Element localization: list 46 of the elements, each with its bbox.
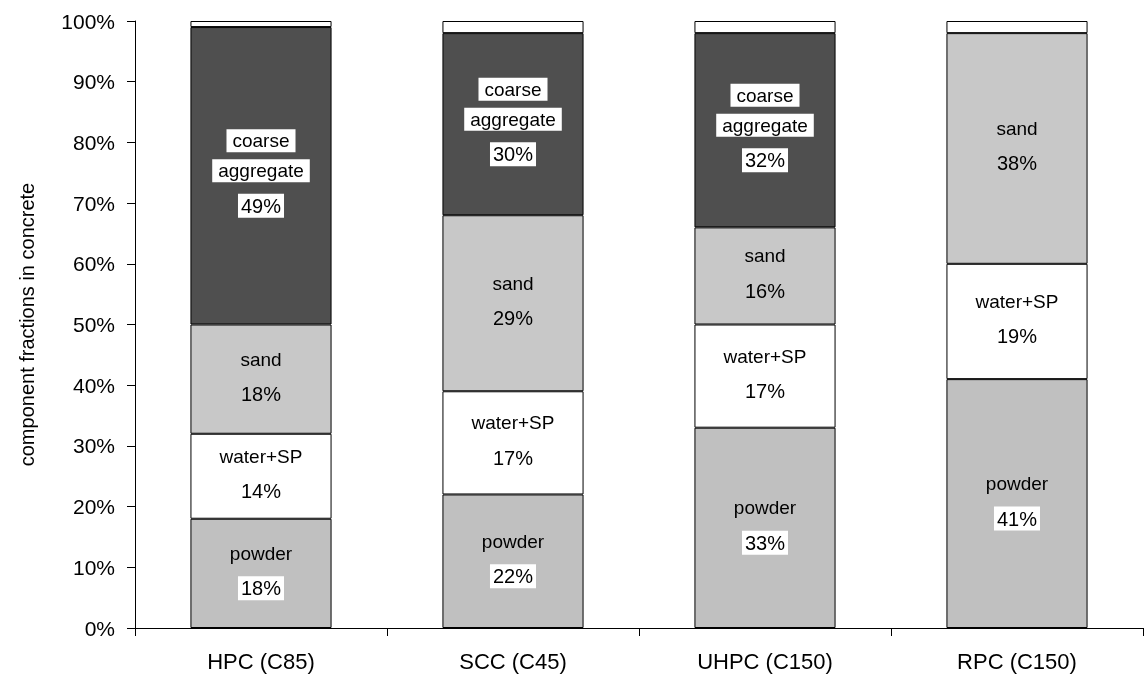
y-tick-label: 70% — [72, 191, 115, 215]
data-label: 19% — [996, 325, 1038, 348]
y-tick-label: 90% — [72, 70, 115, 94]
data-label: 17% — [492, 446, 534, 469]
data-label: 38% — [996, 152, 1038, 175]
data-label: 49% — [240, 194, 282, 217]
x-tick-label: UHPC (C150) — [697, 648, 833, 674]
text: powder — [985, 473, 1049, 495]
y-tick-label: 80% — [72, 130, 115, 154]
text: powder — [733, 497, 797, 519]
text: powder — [481, 530, 545, 552]
y-tick-label: 10% — [72, 555, 115, 579]
data-label: 29% — [492, 307, 534, 330]
data-label: 16% — [744, 279, 786, 302]
data-label: 17% — [744, 380, 786, 403]
data-label: 41% — [996, 507, 1038, 530]
text: coarse aggregate — [722, 84, 808, 136]
x-tick-label: SCC (C45) — [459, 648, 567, 674]
y-tick-label: 30% — [72, 434, 115, 458]
y-tick-label: 40% — [72, 373, 115, 397]
series-label: coarse aggregate — [218, 130, 304, 182]
y-tick-label: 20% — [72, 495, 115, 519]
text: sand — [240, 348, 282, 370]
text: water+SP — [471, 412, 555, 434]
y-axis-title: component fractions in concrete — [16, 182, 38, 467]
data-label: 22% — [492, 565, 534, 588]
text: sand — [996, 117, 1038, 139]
text: sand — [492, 272, 534, 294]
x-tick-label: RPC (C150) — [957, 648, 1077, 674]
text: coarse aggregate — [470, 78, 556, 130]
data-label: 14% — [240, 480, 282, 503]
data-label: 30% — [492, 143, 534, 166]
text: water+SP — [975, 290, 1059, 312]
x-tick-label: HPC (C85) — [207, 648, 315, 674]
data-label: 18% — [240, 577, 282, 600]
y-tick-label: 60% — [72, 252, 115, 276]
series-label: sand — [744, 245, 786, 267]
y-tick-label: 50% — [72, 313, 115, 336]
y-tick-label: 0% — [84, 616, 115, 640]
data-label: 33% — [744, 531, 786, 554]
text: water+SP — [723, 345, 807, 367]
y-tick-label: 100% — [61, 9, 115, 33]
series-label: water+SP — [218, 445, 303, 467]
data-label: 18% — [240, 383, 282, 406]
series-label: powder — [229, 542, 293, 564]
data-label: 32% — [744, 149, 786, 172]
